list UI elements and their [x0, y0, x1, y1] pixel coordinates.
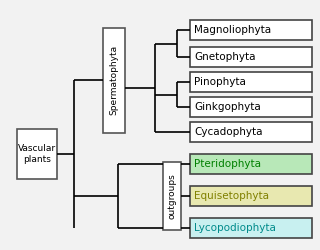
Text: Gnetophyta: Gnetophyta [194, 52, 255, 62]
Bar [190, 154, 312, 174]
Bar [190, 186, 312, 206]
Bar [190, 72, 312, 92]
Bar [163, 162, 181, 230]
Bar [17, 129, 57, 179]
Bar [103, 28, 125, 132]
Text: Lycopodiophyta: Lycopodiophyta [194, 223, 276, 233]
Bar [190, 47, 312, 67]
Bar [190, 97, 312, 117]
Text: outgroups: outgroups [167, 173, 177, 219]
Text: Cycadophyta: Cycadophyta [194, 127, 262, 137]
Text: Equisetophyta: Equisetophyta [194, 191, 269, 201]
Text: Pinophyta: Pinophyta [194, 77, 246, 87]
Text: Pteridophyta: Pteridophyta [194, 159, 261, 169]
Text: Magnoliophyta: Magnoliophyta [194, 25, 271, 35]
Bar [190, 122, 312, 142]
Bar [190, 20, 312, 40]
Text: Spermatophyta: Spermatophyta [109, 45, 118, 115]
Text: Vascular
plants: Vascular plants [18, 144, 56, 164]
Bar [190, 218, 312, 238]
Text: Ginkgophyta: Ginkgophyta [194, 102, 261, 112]
